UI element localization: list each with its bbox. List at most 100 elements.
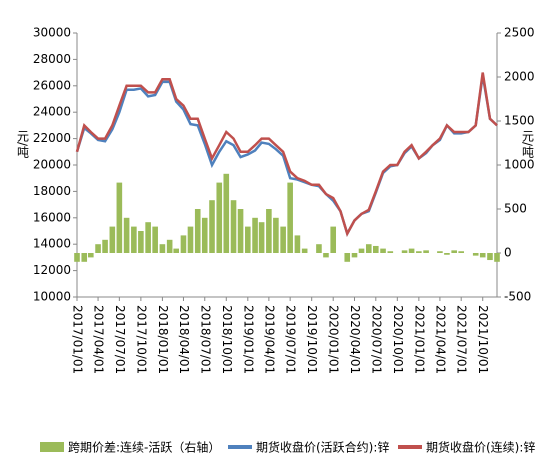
y-tick-label: 14000 xyxy=(33,237,71,251)
spread-bar xyxy=(316,244,322,253)
spread-bar xyxy=(216,182,223,253)
y2-axis-label: 元/吨 xyxy=(521,130,535,158)
spread-bar xyxy=(365,244,372,253)
legend-label: 期货收盘价(连续):锌 xyxy=(426,440,535,455)
spread-bar xyxy=(358,248,365,253)
spread-bar xyxy=(494,253,500,262)
x-tick-label: 2017/10/01 xyxy=(134,305,148,374)
spread-bar xyxy=(194,209,201,253)
y2-tick-label: 1500 xyxy=(504,114,535,128)
x-tick-label: 2021/01/01 xyxy=(412,305,426,374)
y-tick-label: 12000 xyxy=(33,263,71,277)
spread-bar xyxy=(280,226,286,253)
x-tick-label: 2019/10/01 xyxy=(305,305,319,374)
spread-bar xyxy=(444,253,450,255)
spread-bar xyxy=(451,250,457,253)
legend-label: 跨期价差:连续-活跃（右轴） xyxy=(68,440,220,455)
y2-tick-label: 0 xyxy=(504,246,512,260)
y-tick-label: 16000 xyxy=(33,210,71,224)
x-tick-label: 2017/01/01 xyxy=(71,305,85,374)
y-tick-label: 22000 xyxy=(33,131,71,145)
x-tick-label: 2021/10/01 xyxy=(476,305,490,374)
spread-bar xyxy=(95,244,101,253)
spread-bar xyxy=(408,248,415,253)
y2-tick-label: 2000 xyxy=(504,70,535,84)
spread-bar xyxy=(487,253,493,261)
spread-bar xyxy=(209,200,215,253)
y-axis-label: 元/吨 xyxy=(16,130,30,158)
x-tick-label: 2018/10/01 xyxy=(220,305,234,374)
x-tick-label: 2020/04/01 xyxy=(348,305,362,374)
spread-bar xyxy=(472,253,479,256)
x-tick-label: 2017/04/01 xyxy=(92,305,106,374)
spread-bar xyxy=(173,248,180,253)
y-tick-label: 30000 xyxy=(33,26,71,40)
spread-bar xyxy=(145,222,151,253)
y2-tick-label: 1000 xyxy=(504,158,535,172)
spread-bar xyxy=(230,200,237,253)
x-tick-label: 2021/07/01 xyxy=(455,305,469,374)
spread-bar xyxy=(109,226,116,253)
spread-bar xyxy=(180,235,187,253)
y-tick-label: 10000 xyxy=(33,290,71,304)
spread-bar xyxy=(323,253,329,258)
spread-bar xyxy=(252,217,258,253)
y2-tick-label: 2500 xyxy=(504,26,535,40)
spread-bar xyxy=(116,182,123,253)
spread-bar xyxy=(102,239,108,253)
spread-bar xyxy=(223,173,230,253)
spread-bar xyxy=(152,226,158,253)
spread-bar xyxy=(266,209,272,253)
spread-bar xyxy=(387,251,394,253)
spread-bar xyxy=(301,248,308,253)
spread-bar xyxy=(74,253,80,262)
legend-swatch xyxy=(40,442,64,452)
spread-bar xyxy=(458,251,465,253)
price-line xyxy=(75,75,498,237)
spread-bar xyxy=(380,248,386,253)
spread-bar xyxy=(294,235,301,253)
y-tick-label: 28000 xyxy=(33,52,71,66)
spread-bar xyxy=(166,239,173,253)
spread-bar xyxy=(437,251,443,253)
x-tick-label: 2020/01/01 xyxy=(327,305,341,374)
x-tick-label: 2019/07/01 xyxy=(284,305,298,374)
x-tick-label: 2019/01/01 xyxy=(241,305,255,374)
spread-bar xyxy=(237,209,244,253)
price-line xyxy=(75,72,498,237)
spread-bar xyxy=(479,253,486,258)
y-tick-label: 20000 xyxy=(33,158,71,172)
y-tick-label: 26000 xyxy=(33,78,71,92)
y2-tick-label: 500 xyxy=(504,202,527,216)
spread-bar xyxy=(123,217,130,253)
legend-label: 期货收盘价(活跃合约):锌 xyxy=(256,440,389,455)
x-tick-label: 2018/04/01 xyxy=(177,305,191,374)
spread-bar xyxy=(245,226,251,253)
spread-bar xyxy=(131,226,137,253)
spread-bar xyxy=(330,226,337,253)
y-tick-label: 24000 xyxy=(33,105,71,119)
y2-tick-label: -500 xyxy=(504,290,531,304)
spread-bar xyxy=(138,231,144,253)
x-tick-label: 2019/04/01 xyxy=(262,305,276,374)
spread-bar xyxy=(416,251,422,253)
spread-bar xyxy=(273,217,279,253)
spread-bar xyxy=(287,182,293,253)
y-tick-label: 18000 xyxy=(33,184,71,198)
spread-bar xyxy=(187,226,194,253)
spread-bar xyxy=(88,253,94,258)
x-tick-label: 2020/07/01 xyxy=(369,305,383,374)
spread-bar xyxy=(423,250,429,253)
spread-bar xyxy=(201,217,208,253)
spread-bar xyxy=(372,245,379,253)
x-tick-label: 2018/01/01 xyxy=(156,305,170,374)
spread-bar xyxy=(81,253,88,262)
x-tick-label: 2021/04/01 xyxy=(433,305,447,374)
x-tick-label: 2020/10/01 xyxy=(391,305,405,374)
x-tick-label: 2018/07/01 xyxy=(198,305,212,374)
spread-bar xyxy=(401,250,408,253)
x-tick-label: 2017/07/01 xyxy=(113,305,127,374)
spread-bar xyxy=(344,253,351,262)
spread-bar xyxy=(159,244,166,253)
